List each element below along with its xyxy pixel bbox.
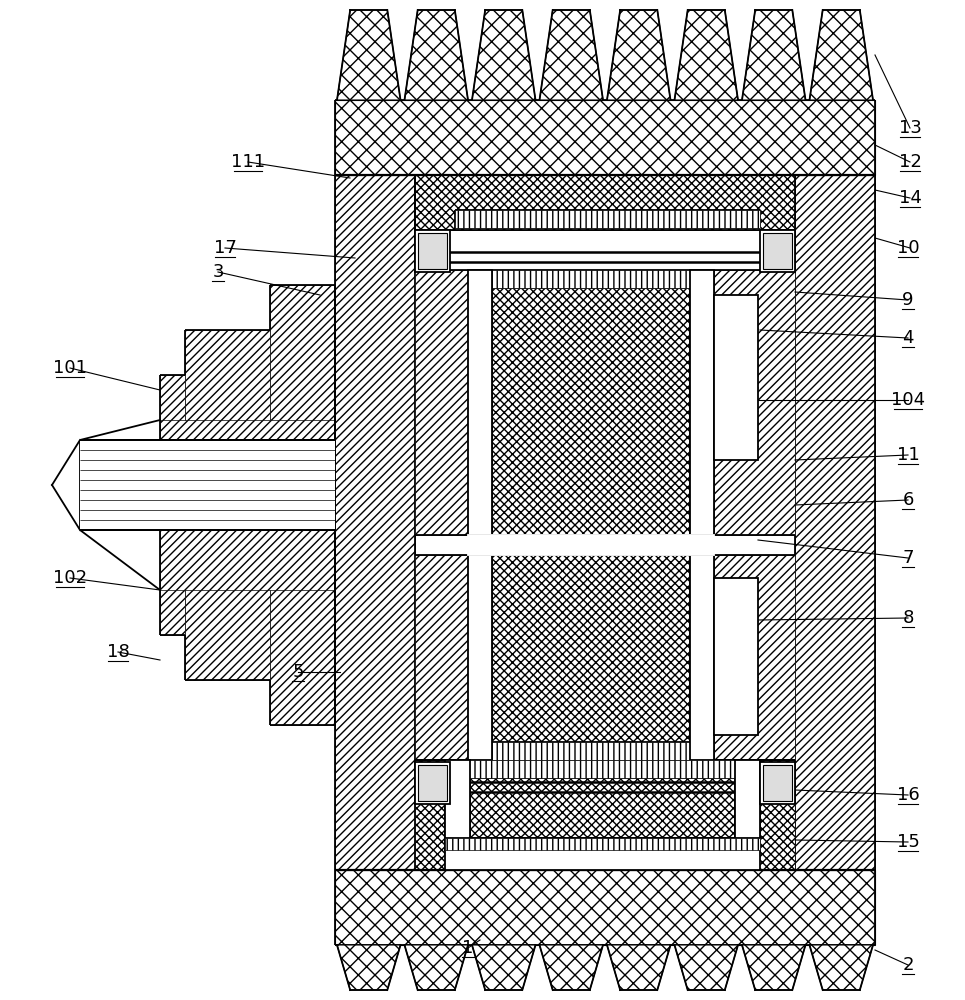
Text: 104: 104 [891, 391, 925, 409]
Text: 8: 8 [902, 609, 914, 627]
Polygon shape [539, 10, 603, 100]
Polygon shape [492, 742, 690, 760]
Polygon shape [445, 760, 760, 778]
Polygon shape [337, 10, 400, 100]
Polygon shape [742, 945, 806, 990]
Polygon shape [185, 330, 270, 680]
Bar [690, 555, 714, 760]
Bar [468, 535, 714, 555]
Polygon shape [445, 838, 760, 850]
Bar [763, 233, 792, 269]
Bar [80, 440, 335, 530]
Polygon shape [607, 10, 671, 100]
Polygon shape [335, 100, 875, 175]
Polygon shape [415, 555, 468, 760]
Text: 4: 4 [902, 329, 914, 347]
Text: 6: 6 [902, 491, 914, 509]
Polygon shape [492, 555, 690, 760]
Text: 1: 1 [462, 939, 474, 957]
Polygon shape [810, 945, 873, 990]
Text: 10: 10 [896, 239, 920, 257]
Text: 102: 102 [53, 569, 87, 587]
Polygon shape [455, 210, 760, 228]
Text: 111: 111 [231, 153, 265, 171]
Bar [714, 578, 758, 735]
Polygon shape [675, 945, 738, 990]
Text: 13: 13 [898, 119, 922, 137]
Polygon shape [415, 175, 795, 230]
Bar [415, 230, 450, 272]
Text: 12: 12 [898, 153, 922, 171]
Polygon shape [795, 175, 875, 870]
Text: 16: 16 [896, 786, 920, 804]
Polygon shape [714, 270, 795, 535]
Text: 17: 17 [213, 239, 236, 257]
Polygon shape [492, 270, 690, 288]
Bar [445, 838, 760, 850]
Polygon shape [675, 10, 738, 100]
Bar [763, 765, 792, 801]
Bar [760, 762, 795, 804]
Polygon shape [160, 375, 185, 635]
Polygon shape [335, 870, 875, 945]
Polygon shape [404, 10, 468, 100]
Polygon shape [415, 760, 795, 870]
Polygon shape [742, 10, 806, 100]
Bar [415, 175, 795, 230]
Bar [468, 270, 492, 535]
Text: 15: 15 [896, 833, 920, 851]
Bar [418, 765, 447, 801]
Polygon shape [472, 10, 536, 100]
Bar [468, 555, 492, 760]
Text: 14: 14 [898, 189, 922, 207]
Bar [415, 762, 450, 804]
Text: 2: 2 [902, 956, 914, 974]
Polygon shape [472, 945, 536, 990]
Bar [735, 760, 760, 850]
Bar [760, 230, 795, 272]
Polygon shape [160, 530, 335, 590]
Polygon shape [404, 945, 468, 990]
Bar [418, 233, 447, 269]
Text: 18: 18 [106, 643, 129, 661]
Polygon shape [335, 175, 415, 870]
Polygon shape [810, 10, 873, 100]
Polygon shape [607, 945, 671, 990]
Text: 3: 3 [212, 263, 224, 281]
Text: 7: 7 [902, 549, 914, 567]
Bar [714, 295, 758, 460]
Polygon shape [160, 420, 335, 440]
Bar [690, 270, 714, 535]
Text: 11: 11 [896, 446, 920, 464]
Polygon shape [539, 945, 603, 990]
Text: 101: 101 [53, 359, 87, 377]
Polygon shape [492, 270, 690, 535]
Bar [445, 760, 470, 850]
Polygon shape [714, 555, 795, 760]
Polygon shape [337, 945, 400, 990]
Polygon shape [270, 285, 335, 725]
Text: 5: 5 [292, 663, 304, 681]
Text: 9: 9 [902, 291, 914, 309]
Polygon shape [415, 270, 468, 535]
Bar [445, 848, 760, 870]
